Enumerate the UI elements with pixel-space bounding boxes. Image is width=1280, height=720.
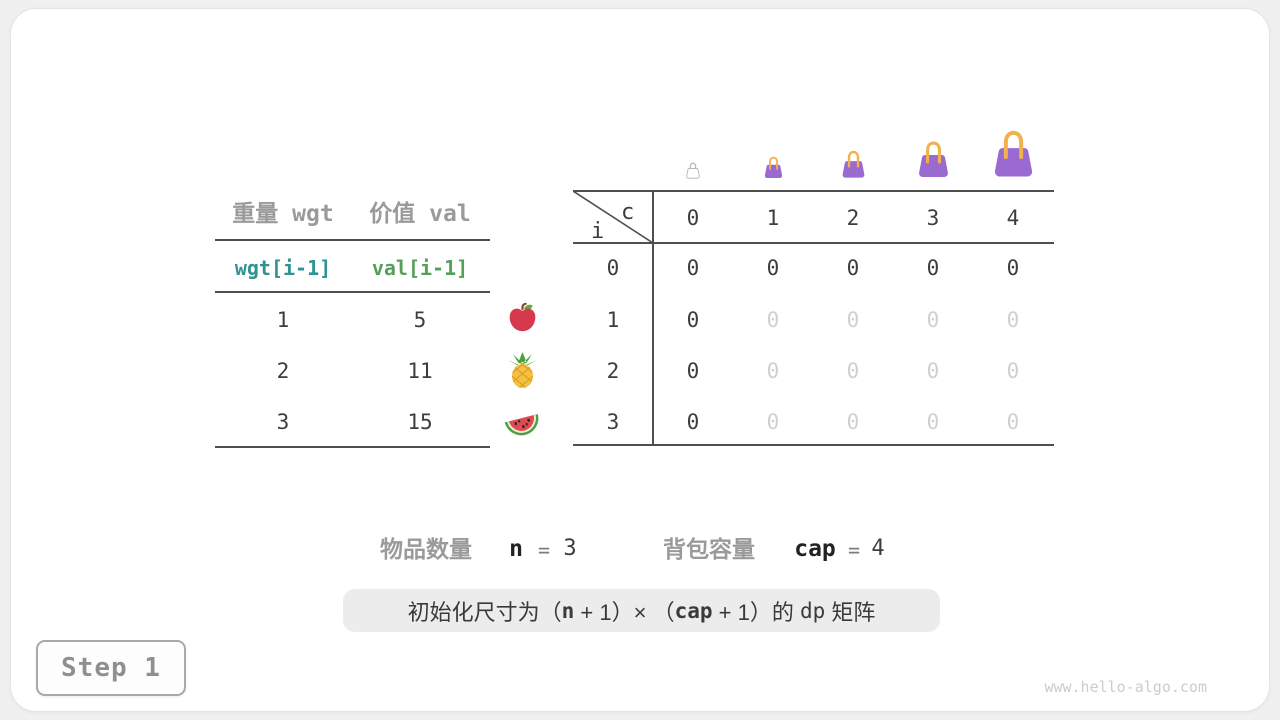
dp-cell-uncomputed: 0 (1006, 410, 1020, 434)
row-header: 0 (606, 256, 620, 280)
wgt-code-label: wgt[i-1] (234, 256, 332, 280)
step-caption: 初始化尺寸为（ n + 1）× （ cap + 1）的 dp 矩阵 (343, 589, 940, 632)
col-header: 3 (926, 206, 940, 230)
caption-n-var: n (561, 598, 575, 623)
item-weight: 2 (276, 359, 290, 383)
col-header: 2 (846, 206, 860, 230)
item-weight: 1 (276, 308, 290, 332)
dp-cell-uncomputed: 0 (846, 308, 860, 332)
dp-cell-uncomputed: 0 (926, 410, 940, 434)
watermelon-icon (502, 402, 542, 440)
table-divider (215, 446, 490, 448)
table-divider (215, 239, 490, 241)
corner-diagonal-line (573, 191, 653, 243)
dp-cell-uncomputed: 0 (926, 359, 940, 383)
row-header: 1 (606, 308, 620, 332)
val-code-label: val[i-1] (371, 256, 469, 280)
item-weight: 3 (276, 410, 290, 434)
dp-cell: 0 (686, 308, 700, 332)
caption-dp-var: dp (799, 598, 826, 623)
item-count-label: 物品数量 (380, 536, 472, 562)
dp-cell-uncomputed: 0 (766, 359, 780, 383)
handbag-icon (916, 140, 951, 179)
dp-cell-uncomputed: 0 (766, 308, 780, 332)
corner-row-var: i (591, 219, 605, 244)
col-header: 0 (686, 206, 700, 230)
step-badge-label: Step 1 (61, 653, 161, 683)
matrix-vertical-border (652, 190, 654, 446)
dp-cell-uncomputed: 0 (846, 359, 860, 383)
item-value: 5 (413, 308, 427, 332)
capacity-label: 背包容量 (663, 536, 755, 562)
item-value: 11 (407, 359, 433, 383)
value-column-header: 价值 val (369, 201, 471, 227)
caption-text: + 1）× （ (574, 599, 675, 625)
pineapple-icon (504, 351, 541, 389)
cap-value: 4 (871, 536, 885, 561)
dp-cell-uncomputed: 0 (846, 410, 860, 434)
caption-text: 初始化尺寸为（ (407, 599, 562, 625)
apple-icon (506, 301, 539, 334)
corner-col-var: c (621, 200, 635, 225)
row-header: 3 (606, 410, 620, 434)
matrix-top-border (573, 190, 1054, 192)
col-header: 4 (1006, 206, 1020, 230)
caption-cap-var: cap (674, 598, 713, 623)
caption-text: 矩阵 (825, 599, 876, 625)
col-header: 1 (766, 206, 780, 230)
caption-text: + 1）的 (712, 599, 800, 625)
dp-cell: 0 (686, 256, 700, 280)
handbag-icon (991, 129, 1036, 179)
matrix-header-border (573, 242, 1054, 244)
n-value: 3 (563, 536, 577, 561)
step-badge: Step 1 (36, 640, 186, 696)
dp-cell: 0 (686, 359, 700, 383)
dp-cell-uncomputed: 0 (766, 410, 780, 434)
dp-cell-uncomputed: 0 (1006, 359, 1020, 383)
table-divider (215, 291, 490, 293)
weight-column-header: 重量 wgt (232, 201, 334, 227)
cap-variable: cap (794, 536, 836, 562)
dp-cell: 0 (926, 256, 940, 280)
watermark: www.hello-algo.com (1044, 678, 1207, 696)
dp-cell: 0 (766, 256, 780, 280)
dp-cell-uncomputed: 0 (926, 308, 940, 332)
handbag-icon (763, 156, 784, 179)
empty-handbag-icon (685, 162, 701, 179)
dp-cell-uncomputed: 0 (1006, 308, 1020, 332)
item-value: 15 (407, 410, 433, 434)
dp-cell: 0 (1006, 256, 1020, 280)
n-variable: n (509, 536, 523, 562)
equals-sign: = (847, 538, 861, 562)
dp-cell: 0 (686, 410, 700, 434)
equals-sign: = (537, 538, 551, 562)
matrix-bottom-border (573, 444, 1054, 446)
dp-cell: 0 (846, 256, 860, 280)
row-header: 2 (606, 359, 620, 383)
handbag-icon (840, 150, 867, 179)
